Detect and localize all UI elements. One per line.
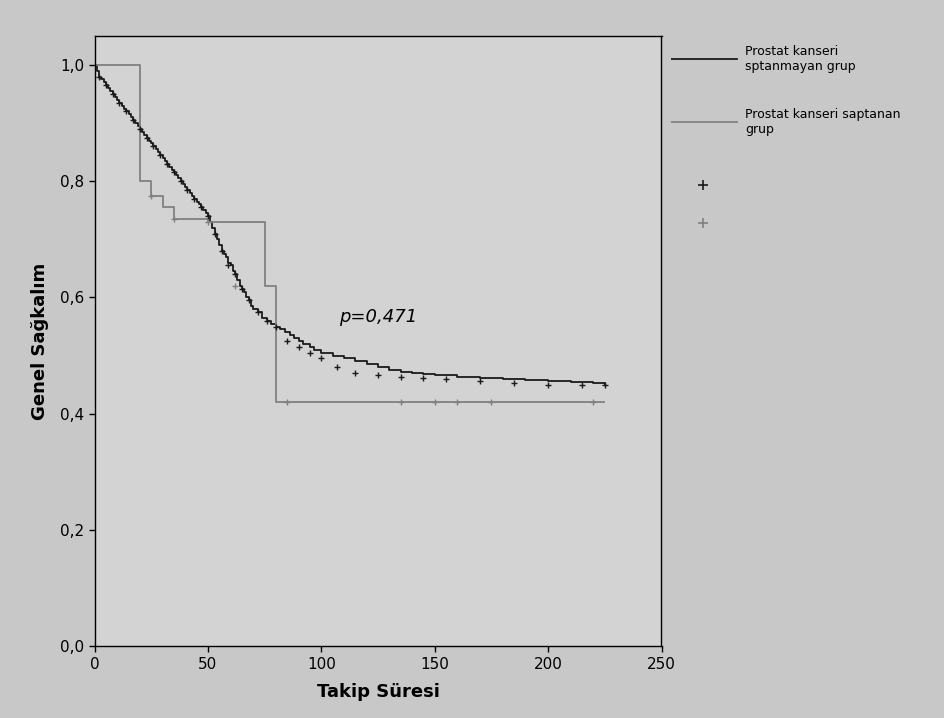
X-axis label: Takip Süresi: Takip Süresi — [316, 683, 439, 701]
Text: Prostat kanseri
sptanmayan grup: Prostat kanseri sptanmayan grup — [744, 45, 854, 73]
Y-axis label: Genel Sağkalım: Genel Sağkalım — [31, 262, 49, 420]
Text: Prostat kanseri saptanan
grup: Prostat kanseri saptanan grup — [744, 108, 900, 136]
Text: p=0,471: p=0,471 — [339, 308, 417, 326]
